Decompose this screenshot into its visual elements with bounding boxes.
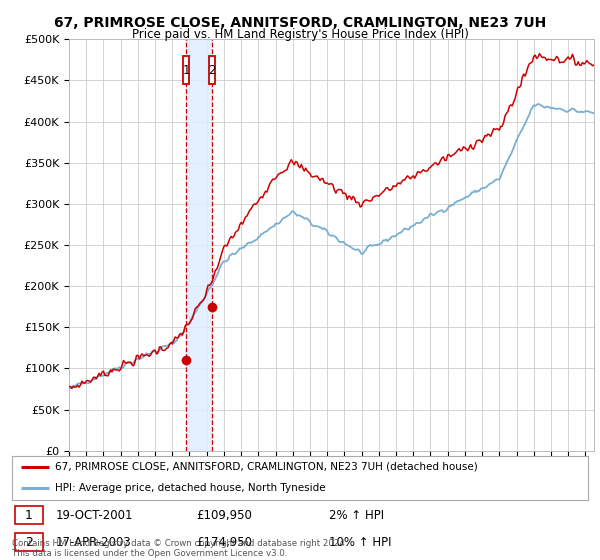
- Text: 2: 2: [25, 535, 32, 549]
- FancyBboxPatch shape: [15, 533, 43, 551]
- FancyBboxPatch shape: [183, 57, 190, 85]
- Text: £109,950: £109,950: [196, 508, 252, 522]
- Text: 67, PRIMROSE CLOSE, ANNITSFORD, CRAMLINGTON, NE23 7UH (detached house): 67, PRIMROSE CLOSE, ANNITSFORD, CRAMLING…: [55, 462, 478, 472]
- Text: 17-APR-2003: 17-APR-2003: [55, 535, 131, 549]
- Text: £174,950: £174,950: [196, 535, 253, 549]
- FancyBboxPatch shape: [15, 506, 43, 524]
- Text: 2% ↑ HPI: 2% ↑ HPI: [329, 508, 384, 522]
- Text: Contains HM Land Registry data © Crown copyright and database right 2024.
This d: Contains HM Land Registry data © Crown c…: [12, 539, 347, 558]
- Text: 10% ↑ HPI: 10% ↑ HPI: [329, 535, 391, 549]
- Text: 67, PRIMROSE CLOSE, ANNITSFORD, CRAMLINGTON, NE23 7UH: 67, PRIMROSE CLOSE, ANNITSFORD, CRAMLING…: [54, 16, 546, 30]
- FancyBboxPatch shape: [209, 57, 215, 85]
- Text: 1: 1: [25, 508, 32, 522]
- Text: 2: 2: [208, 64, 215, 77]
- Text: 19-OCT-2001: 19-OCT-2001: [55, 508, 133, 522]
- Text: HPI: Average price, detached house, North Tyneside: HPI: Average price, detached house, Nort…: [55, 483, 326, 493]
- Text: 1: 1: [182, 64, 190, 77]
- Bar: [186, 39, 212, 451]
- Text: Price paid vs. HM Land Registry's House Price Index (HPI): Price paid vs. HM Land Registry's House …: [131, 28, 469, 41]
